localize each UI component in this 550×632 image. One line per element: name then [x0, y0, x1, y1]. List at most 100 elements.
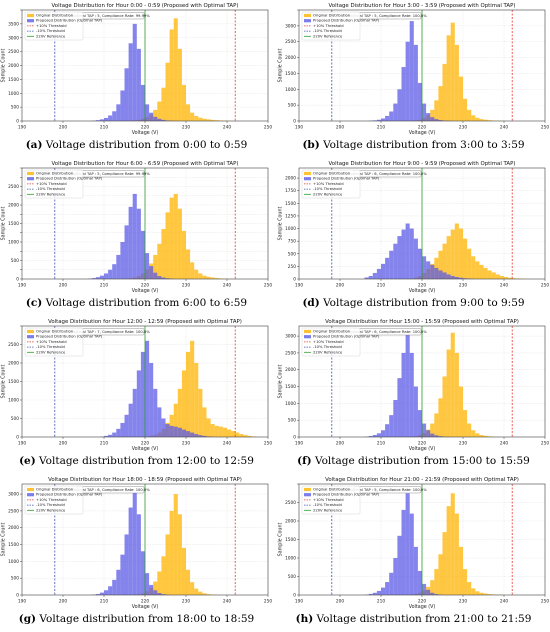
original-bar: [442, 532, 447, 595]
panel-c: 190 200 210 220 230 240 250 0 500 1000 1500 2000 250…: [0, 158, 273, 316]
caption-text: Voltage distribution from 21:00 to 21:59: [316, 613, 532, 625]
original-bar: [247, 435, 252, 437]
panel-g: 190 200 210 220 230 240 250 0 500 1000 1500 2000 250…: [0, 474, 273, 632]
legend-label-plus10: +10% Threshold: [36, 24, 67, 28]
legend-label-ref220: 220V Reference: [313, 34, 343, 38]
proposed-bar: [393, 103, 398, 121]
y-tick-label: 2500: [8, 49, 19, 55]
proposed-bar: [181, 429, 186, 437]
proposed-bar: [381, 430, 386, 437]
proposed-bar: [173, 426, 178, 437]
chart-f: 190 200 210 220 230 240 2500500100015002000250…: [278, 319, 550, 452]
legend-label-plus10: +10% Threshold: [36, 182, 67, 186]
proposed-bar: [381, 263, 386, 279]
proposed-bar: [413, 238, 418, 279]
y-axis-label: Sample Count: [1, 49, 7, 83]
x-tick-label: 190: [295, 283, 303, 289]
proposed-bar: [417, 82, 422, 121]
proposed-bar: [99, 275, 104, 279]
y-tick-label: 2500: [285, 39, 296, 45]
legend-label-proposed: Proposed Distribution (Optimal TAP): [36, 493, 103, 497]
original-bar: [161, 556, 166, 595]
original-bar: [491, 272, 496, 279]
legend-label-plus10: +10% Threshold: [313, 182, 344, 186]
proposed-bar: [422, 103, 427, 121]
proposed-bar: [116, 569, 121, 595]
x-tick-label: 250: [541, 283, 549, 289]
caption-letter: (b): [302, 139, 320, 151]
proposed-bar: [401, 352, 406, 437]
original-bar: [165, 534, 170, 595]
histogram-bars: [364, 223, 525, 279]
original-bar: [198, 388, 203, 437]
original-bar: [181, 230, 186, 279]
y-tick-label: 0: [16, 435, 19, 441]
original-bar: [487, 270, 492, 279]
original-bar: [157, 101, 162, 121]
panel-d: 190 200 210 220 230 240 250 0 250 500 750 1000 1250 1…: [277, 158, 550, 316]
x-tick-label: 250: [264, 283, 272, 289]
proposed-bar: [434, 267, 439, 279]
chart-h: 190 200 210 220 230 240 2500500100015002000250…: [278, 477, 550, 610]
proposed-bar: [372, 434, 377, 437]
proposed-bar: [120, 242, 125, 279]
caption-text: Voltage distribution from 12:00 to 12:59: [39, 455, 254, 467]
proposed-bar: [132, 388, 137, 437]
x-tick-label: 190: [18, 283, 26, 289]
y-tick-label: 2500: [285, 350, 296, 356]
legend-label-original: Original Distribution: [313, 14, 351, 18]
proposed-bar: [145, 253, 150, 279]
proposed-bar: [153, 590, 158, 595]
original-bar: [434, 569, 439, 595]
y-tick-label: 500: [288, 574, 296, 580]
chart-title: Voltage Distribution for Hour 12:00 - 12…: [48, 319, 242, 325]
x-tick-label: 200: [59, 283, 67, 289]
proposed-bar: [434, 594, 439, 595]
original-bar: [504, 276, 509, 279]
original-bar: [438, 398, 443, 437]
legend-label-original: Original Distribution: [313, 488, 351, 492]
chart-a: 190 200 210 220 230 240 2500500100015002000250…: [1, 3, 273, 136]
proposed-bar: [389, 111, 394, 121]
original-bar: [169, 510, 174, 595]
proposed-bar: [417, 570, 422, 595]
proposed-bar: [149, 363, 154, 437]
y-tick-label: 500: [11, 576, 19, 582]
x-tick-label: 250: [264, 599, 272, 605]
proposed-bar: [393, 243, 398, 279]
legend-box: [24, 169, 84, 199]
caption-text: Voltage distribution from 6:00 to 6:59: [45, 297, 248, 309]
legend-box: [301, 169, 361, 199]
legend-box: [301, 11, 361, 41]
proposed-bar: [450, 275, 455, 279]
y-tick-label: 2000: [285, 55, 296, 61]
proposed-bar: [128, 43, 133, 121]
proposed-bar: [99, 119, 104, 121]
histogram-bars: [368, 21, 504, 122]
original-bar: [463, 98, 468, 121]
x-tick-label: 210: [377, 599, 385, 605]
proposed-bar: [401, 509, 406, 595]
x-axis-label: Voltage (V): [132, 288, 159, 294]
x-tick-label: 240: [223, 441, 231, 447]
original-bar: [198, 591, 203, 595]
proposed-bar: [169, 425, 174, 437]
proposed-bar: [202, 435, 207, 437]
original-bar: [458, 76, 463, 121]
original-bar: [438, 554, 443, 595]
y-tick-label: 500: [11, 105, 19, 111]
original-bar: [214, 120, 219, 121]
panel-b: 190 200 210 220 230 240 250 0 500 1000 1500 2000 250…: [277, 0, 550, 158]
caption-f: (f) Voltage distribution from 15:00 to 1…: [277, 455, 550, 467]
original-bar: [442, 243, 447, 279]
proposed-bar: [426, 589, 431, 595]
legend-swatch-proposed: [304, 493, 311, 497]
proposed-bar: [426, 113, 431, 121]
y-tick-label: 2000: [285, 367, 296, 373]
proposed-bar: [108, 115, 113, 121]
original-bar: [181, 370, 186, 437]
original-bar: [508, 277, 513, 279]
original-bar: [206, 418, 211, 437]
